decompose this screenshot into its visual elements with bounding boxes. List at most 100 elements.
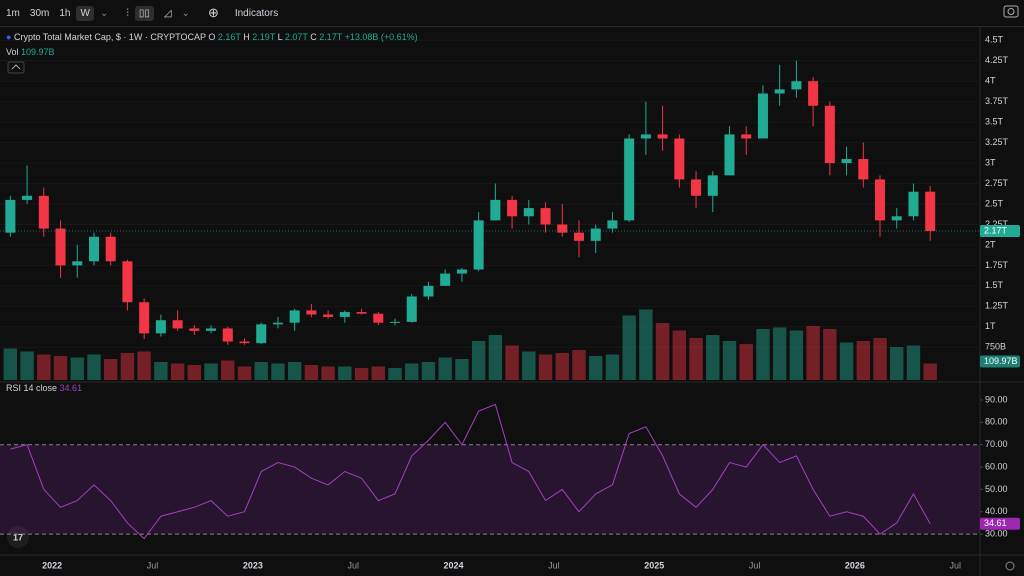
legend: ● Crypto Total Market Cap, $ · 1W · CRYP… [6,30,418,60]
tv-logo-text: 17 [13,532,23,542]
y-tick-label: 4T [985,76,996,86]
x-tick-label: 2026 [845,560,865,570]
symbol-title: Crypto Total Market Cap, $ · 1W · CRYPTO… [13,32,206,42]
symbol-icon: ● [6,32,12,42]
candle-body [5,199,16,233]
interval-button[interactable]: 1m [6,7,20,19]
volume-bar [522,351,536,380]
candle-body [808,81,819,106]
price-badge: 2.17T [984,225,1008,235]
x-tick-label: 2024 [444,560,464,570]
rsi-tick-label: 50.00 [985,484,1008,494]
candle-body [423,285,434,297]
change-value: +13.08B (+0.61%) [344,32,418,42]
ohlc-label: L [277,32,283,42]
x-tick-label: 2022 [42,560,62,570]
x-tick-label: 2025 [644,560,664,570]
candle-body [858,158,869,180]
rsi-tick-label: 30.00 [985,528,1008,538]
rsi-legend: RSI 14 close 34.61 [6,381,82,396]
volume-bar [806,326,820,380]
symbol-legend: ● Crypto Total Market Cap, $ · 1W · CRYP… [6,30,418,45]
volume-bar [254,362,268,380]
candle-body [22,195,33,200]
interval-button[interactable]: W [76,5,94,21]
volume-bar [471,341,486,380]
volume-bar [170,363,185,380]
volume-bar [104,359,118,380]
candle-body [674,138,685,180]
area-style-button[interactable]: ◿ [163,7,172,19]
y-tick-label: 3.5T [985,117,1004,127]
candle-body [323,314,334,317]
indicators-button[interactable]: Indicators [234,7,279,19]
volume-bar [120,353,135,380]
style-dropdown[interactable]: ⌄ [181,7,190,19]
volume-bar [421,362,436,380]
rsi-tick-label: 70.00 [985,439,1008,449]
volume-bar [622,315,636,380]
settings-button[interactable] [1005,561,1015,571]
collapse-icon [11,64,21,70]
interval-button[interactable]: 30m [29,7,50,19]
candle-body [172,320,183,329]
candle-body [373,313,384,323]
candle-body [38,195,49,229]
candle-body [356,312,367,314]
tv-logo[interactable] [7,526,29,548]
ohlc-value: 2.19T [252,32,276,42]
volume-bar [287,362,302,380]
candle-body [122,261,133,303]
candle-body [841,158,852,164]
volume-bar [137,351,151,380]
candle-body [757,93,768,139]
volume-bar [438,357,452,380]
candle-body [339,312,350,317]
candle-body [390,321,401,323]
volume-bar [371,366,385,380]
candle-body [624,138,635,221]
candle-body [490,199,501,221]
bar-style-button[interactable]: ⫶ [126,7,129,19]
candle-body [507,199,518,217]
candle-body [189,328,200,331]
volume-bar [722,341,737,380]
add-compare-button[interactable]: ⊕ [207,5,219,20]
candle-body [657,134,668,139]
volume-bar [706,335,720,380]
candle-body [222,328,233,342]
volume-bar [87,354,101,380]
volume-bar [488,335,503,380]
volume-name: Vol [6,47,19,57]
x-tick-label: Jul [548,560,560,570]
snapshot-button[interactable] [1003,5,1019,18]
interval-button[interactable]: 1h [59,7,71,19]
volume-bar [338,366,352,380]
volume-bar [873,338,887,380]
volume-bar [789,330,804,380]
volume-bar [505,345,519,380]
y-tick-label: 1.75T [985,260,1009,270]
y-tick-label: 2.5T [985,198,1004,208]
candle-body [440,273,451,286]
y-tick-label: 1T [985,321,996,331]
candle-body [55,228,66,266]
y-tick-label: 750B [985,342,1006,352]
collapse-button[interactable] [7,61,25,74]
y-tick-label: 2.75T [985,178,1009,188]
candle-style-button[interactable]: ▯▯ [134,5,154,21]
volume-bar [856,341,870,380]
interval-dropdown[interactable]: ⌄ [99,7,109,19]
candle-body [456,269,467,274]
candle-body [306,310,317,315]
volume-bar [3,348,18,380]
y-tick-label: 4.25T [985,55,1009,65]
rsi-tick-label: 60.00 [985,461,1008,471]
volume-bar [655,323,670,380]
volume-bar [839,342,854,380]
candle-body [523,208,534,217]
candle-body [256,324,267,344]
price-badge-bg [980,225,1020,238]
volume-bar [823,329,837,380]
ohlc-value: 2.17T [319,32,343,42]
